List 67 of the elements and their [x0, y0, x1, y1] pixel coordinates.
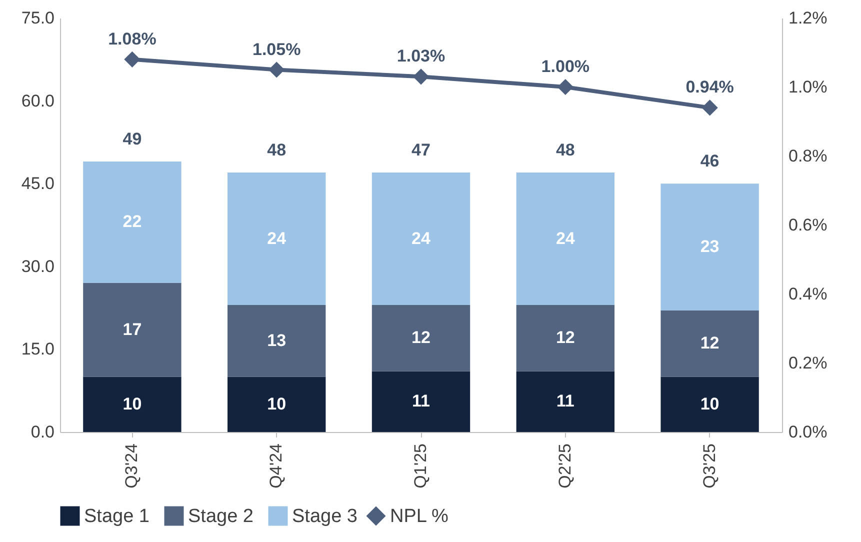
x-tick-label: Q1'25	[411, 444, 430, 488]
data-label: 12	[412, 328, 430, 348]
point	[412, 68, 430, 85]
data-label: 11	[412, 392, 430, 411]
data-label: 24	[412, 228, 431, 248]
bar	[83, 376, 182, 432]
bar	[372, 172, 470, 306]
y2-tick-label: 0.8%	[788, 146, 828, 166]
data-label: 10	[267, 394, 286, 414]
y2-tick-label: 1.2%	[788, 8, 828, 28]
bar	[660, 376, 759, 432]
point	[124, 51, 140, 68]
data-label: 23	[700, 237, 720, 256]
data-label: 1.08%	[108, 29, 156, 48]
y2-tick-label: 0.4%	[788, 284, 828, 304]
data-label: 1.03%	[396, 46, 446, 66]
data-label: 12	[700, 334, 720, 353]
y-tick-label: 0.0	[30, 422, 54, 442]
bar	[83, 282, 182, 377]
bar	[516, 172, 614, 306]
data-label: 10	[122, 394, 142, 414]
x-tick-label: Q3'25	[700, 444, 719, 488]
bar	[660, 310, 759, 377]
y2-tick-label: 1.0%	[788, 78, 828, 96]
data-label: 24	[556, 228, 576, 248]
bar	[228, 172, 326, 306]
bar	[660, 184, 759, 311]
y-tick-label: 75.0	[21, 8, 54, 28]
y2-tick-label: 0.0%	[788, 422, 828, 442]
y-tick-label: 15.0	[21, 340, 54, 359]
y2-tick-label: 0.6%	[788, 216, 828, 234]
total-label: 49	[122, 130, 142, 149]
point	[702, 100, 718, 116]
x-tick-label: Q2'25	[555, 444, 574, 488]
legend-label: Stage 3	[292, 506, 358, 527]
bar	[516, 305, 614, 372]
x-tick-label: Q4'24	[266, 444, 286, 488]
point	[557, 78, 574, 96]
bar	[228, 376, 326, 432]
data-label: 12	[556, 328, 575, 348]
legend-label: NPL %	[390, 506, 449, 527]
legend-label: Stage 1	[84, 506, 150, 527]
data-label: 22	[122, 212, 142, 232]
data-label: 17	[122, 320, 142, 339]
x-tick-label: Q3'24	[122, 444, 142, 488]
data-label: 1.00%	[541, 57, 590, 76]
data-label: 24	[267, 228, 287, 248]
total-label: 48	[556, 140, 575, 160]
y-tick-label: 60.0	[21, 91, 54, 110]
y-tick-label: 45.0	[21, 174, 54, 194]
data-label: 1.05%	[252, 40, 301, 59]
point	[268, 62, 285, 78]
total-label: 46	[700, 152, 720, 171]
y-tick-label: 30.0	[21, 256, 54, 276]
data-label: 10	[700, 394, 720, 414]
bar	[516, 371, 614, 432]
bar	[83, 162, 182, 283]
bar	[372, 305, 470, 372]
data-label: 11	[556, 392, 574, 411]
bar	[372, 371, 470, 432]
y2-tick-label: 0.2%	[788, 354, 828, 372]
data-label: 0.94%	[686, 78, 734, 97]
total-label: 48	[267, 140, 286, 160]
legend-label: Stage 2	[188, 506, 254, 527]
data-label: 13	[267, 330, 286, 350]
total-label: 47	[412, 140, 430, 160]
bar	[228, 305, 326, 377]
